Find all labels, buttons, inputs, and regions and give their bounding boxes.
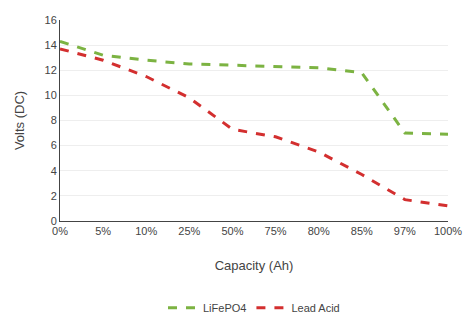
svg-text:12: 12 (45, 64, 57, 76)
svg-text:8: 8 (51, 114, 57, 126)
svg-text:50%: 50% (221, 225, 243, 237)
svg-text:4: 4 (51, 165, 57, 177)
svg-text:10%: 10% (135, 225, 157, 237)
svg-text:80%: 80% (308, 225, 330, 237)
svg-text:5%: 5% (95, 225, 111, 237)
svg-text:6: 6 (51, 139, 57, 151)
svg-text:2: 2 (51, 190, 57, 202)
svg-text:10: 10 (45, 89, 57, 101)
svg-text:14: 14 (45, 39, 57, 51)
svg-text:LiFePO4: LiFePO4 (203, 302, 246, 314)
svg-text:Volts (DC): Volts (DC) (12, 91, 27, 150)
svg-text:85%: 85% (351, 225, 373, 237)
svg-text:16: 16 (45, 14, 57, 26)
svg-text:Capacity (Ah): Capacity (Ah) (215, 258, 294, 273)
svg-text:100%: 100% (434, 225, 462, 237)
svg-text:75%: 75% (265, 225, 287, 237)
svg-text:0%: 0% (52, 225, 68, 237)
svg-text:Lead Acid: Lead Acid (291, 302, 339, 314)
svg-text:25%: 25% (178, 225, 200, 237)
svg-text:97%: 97% (394, 225, 416, 237)
svg-text:0: 0 (51, 215, 57, 227)
